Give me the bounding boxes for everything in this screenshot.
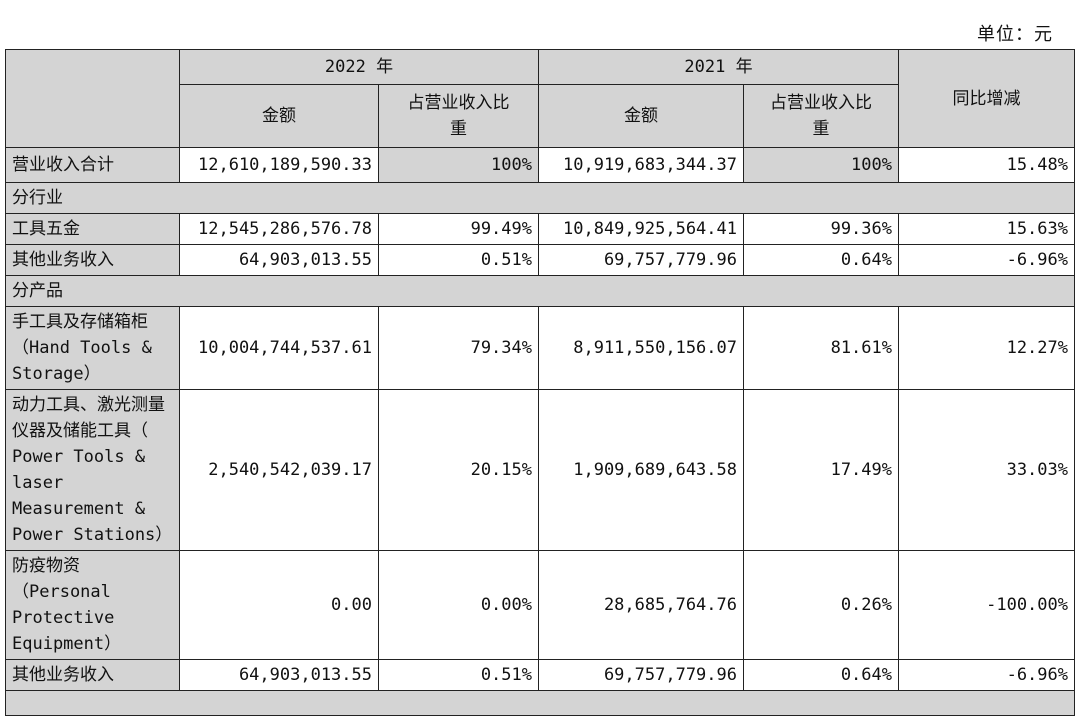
- yoy-cell: 15.48%: [898, 147, 1075, 183]
- share-2022-cell: 79.34%: [378, 306, 539, 390]
- header-row-columns: 金额 占营业收入比 重 金额 占营业收入比 重: [6, 84, 1075, 148]
- header-amount-2021: 金额: [538, 84, 744, 148]
- table-row: 手工具及存储箱柜（Hand Tools & Storage） 10,004,74…: [5, 306, 1075, 390]
- amount-2021-cell: 1,909,689,643.58: [538, 389, 744, 551]
- table-row-cutoff: [5, 690, 1075, 716]
- header-yoy: 同比增减: [898, 49, 1075, 148]
- share-2022-cell: 99.49%: [378, 213, 539, 245]
- yoy-cell: -100.00%: [898, 550, 1075, 660]
- share-2022-cell: 0.51%: [378, 659, 539, 691]
- row-label: 其他业务收入: [5, 659, 180, 691]
- share-2022-cell: 0.51%: [378, 244, 539, 276]
- table-row: 其他业务收入 64,903,013.55 0.51% 69,757,779.96…: [5, 244, 1075, 276]
- amount-2022-cell: 64,903,013.55: [179, 244, 379, 276]
- header-share-line2: 重: [812, 119, 830, 139]
- amount-2021-cell: 28,685,764.76: [538, 550, 744, 660]
- amount-2021-cell: 10,849,925,564.41: [538, 213, 744, 245]
- header-share-line1: 占营业收入比: [407, 93, 510, 113]
- amount-2022-cell: 2,540,542,039.17: [179, 389, 379, 551]
- row-label: 工具五金: [5, 213, 180, 245]
- revenue-table: 2022 年 2021 年 同比增减 金额 占营业收入比 重 金额 占营业收入比…: [5, 49, 1075, 716]
- table-row: 动力工具、激光测量仪器及储能工具（ Power Tools & laser Me…: [5, 389, 1075, 551]
- row-label: 营业收入合计: [5, 147, 180, 183]
- row-label: 其他业务收入: [5, 244, 180, 276]
- header-row-years: 2022 年 2021 年 同比增减: [5, 49, 1075, 148]
- header-share-2021: 占营业收入比 重: [743, 84, 899, 148]
- amount-2022-cell: 12,545,286,576.78: [179, 213, 379, 245]
- header-blank-cell: [5, 49, 180, 148]
- table-row-total: 营业收入合计 12,610,189,590.33 100% 10,919,683…: [5, 147, 1075, 183]
- yoy-cell: 15.63%: [898, 213, 1075, 245]
- table-row: 其他业务收入 64,903,013.55 0.51% 69,757,779.96…: [5, 659, 1075, 691]
- share-2022-cell: 100%: [378, 147, 539, 183]
- table-row: 防疫物资（Personal Protective Equipment） 0.00…: [5, 550, 1075, 660]
- amount-2022-cell: 10,004,744,537.61: [179, 306, 379, 390]
- unit-label: 单位：元: [977, 24, 1053, 45]
- section-row-industry: 分行业: [5, 182, 1075, 214]
- share-2021-cell: 0.64%: [743, 659, 899, 691]
- share-2021-cell: 0.26%: [743, 550, 899, 660]
- header-share-2022: 占营业收入比 重: [378, 84, 539, 148]
- header-year-2022: 2022 年: [179, 49, 539, 85]
- header-share-line1: 占营业收入比: [770, 93, 872, 113]
- yoy-cell: -6.96%: [898, 659, 1075, 691]
- share-2021-cell: 81.61%: [743, 306, 899, 390]
- share-2021-cell: 99.36%: [743, 213, 899, 245]
- yoy-cell: 12.27%: [898, 306, 1075, 390]
- row-label: 防疫物资（Personal Protective Equipment）: [5, 550, 180, 660]
- share-2022-cell: 0.00%: [378, 550, 539, 660]
- section-row-product: 分产品: [5, 275, 1075, 307]
- row-label: 手工具及存储箱柜（Hand Tools & Storage）: [5, 306, 180, 390]
- share-2021-cell: 100%: [743, 147, 899, 183]
- table-row: 工具五金 12,545,286,576.78 99.49% 10,849,925…: [5, 213, 1075, 245]
- cutoff-cell: [5, 690, 1075, 716]
- header-share-line2: 重: [450, 119, 467, 139]
- amount-2021-cell: 69,757,779.96: [538, 659, 744, 691]
- amount-2022-cell: 0.00: [179, 550, 379, 660]
- yoy-cell: 33.03%: [898, 389, 1075, 551]
- share-2021-cell: 17.49%: [743, 389, 899, 551]
- amount-2021-cell: 69,757,779.96: [538, 244, 744, 276]
- header-year-2021: 2021 年: [538, 49, 899, 85]
- section-label: 分产品: [5, 275, 1075, 307]
- amount-2022-cell: 64,903,013.55: [179, 659, 379, 691]
- share-2022-cell: 20.15%: [378, 389, 539, 551]
- amount-2022-cell: 12,610,189,590.33: [179, 147, 379, 183]
- section-label: 分行业: [5, 182, 1075, 214]
- amount-2021-cell: 10,919,683,344.37: [538, 147, 744, 183]
- share-2021-cell: 0.64%: [743, 244, 899, 276]
- yoy-cell: -6.96%: [898, 244, 1075, 276]
- header-amount-2022: 金额: [179, 84, 379, 148]
- row-label: 动力工具、激光测量仪器及储能工具（ Power Tools & laser Me…: [5, 389, 180, 551]
- amount-2021-cell: 8,911,550,156.07: [538, 306, 744, 390]
